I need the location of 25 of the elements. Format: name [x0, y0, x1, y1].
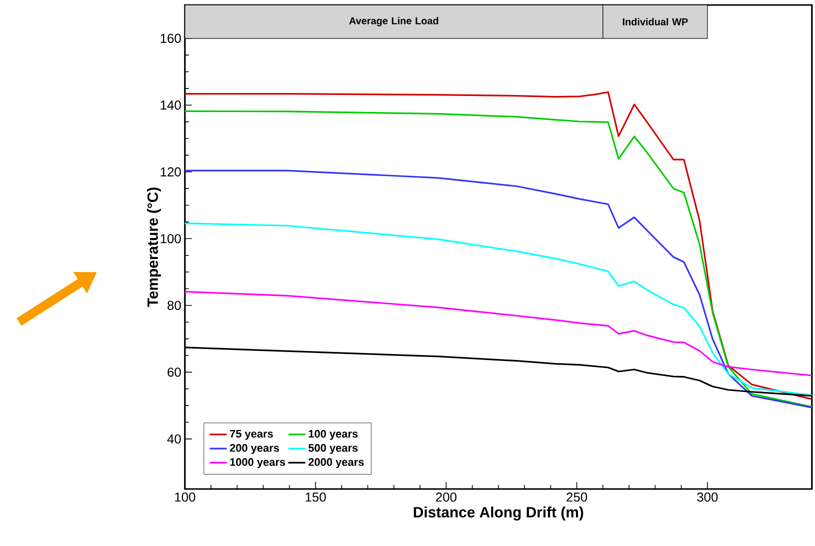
line-series — [184, 290, 813, 376]
x-tick-label: 100 — [175, 492, 196, 502]
x-tick-label: 300 — [697, 492, 718, 502]
legend-label: 2000 years — [308, 458, 364, 468]
line-series — [184, 170, 813, 408]
y-tick-label: 160 — [160, 34, 181, 43]
line-series — [184, 222, 813, 396]
y-tick-label: 80 — [168, 300, 181, 310]
y-tick-label: 120 — [160, 167, 181, 176]
y-tick-label: 140 — [160, 100, 181, 110]
y-tick-label: 40 — [167, 434, 181, 444]
legend-label: 75 years — [230, 430, 273, 440]
band-label: Average Line Load — [349, 17, 438, 26]
legend-label: 500 years — [308, 444, 358, 454]
band-label: Individual WP — [622, 18, 688, 26]
y-tick-label: 60 — [168, 368, 181, 377]
y-tick-label: 100 — [160, 234, 181, 244]
x-tick-label: 200 — [436, 492, 456, 502]
legend-label: 200 years — [230, 444, 279, 454]
legend-label: 100 years — [308, 430, 358, 440]
x-axis-title: Distance Along Drift (m) — [414, 506, 584, 521]
y-axis-title: Temperature (°C) — [147, 188, 161, 307]
legend-label: 1000 years — [230, 458, 286, 468]
x-tick-label: 250 — [566, 492, 588, 502]
x-tick-label: 150 — [306, 492, 326, 502]
